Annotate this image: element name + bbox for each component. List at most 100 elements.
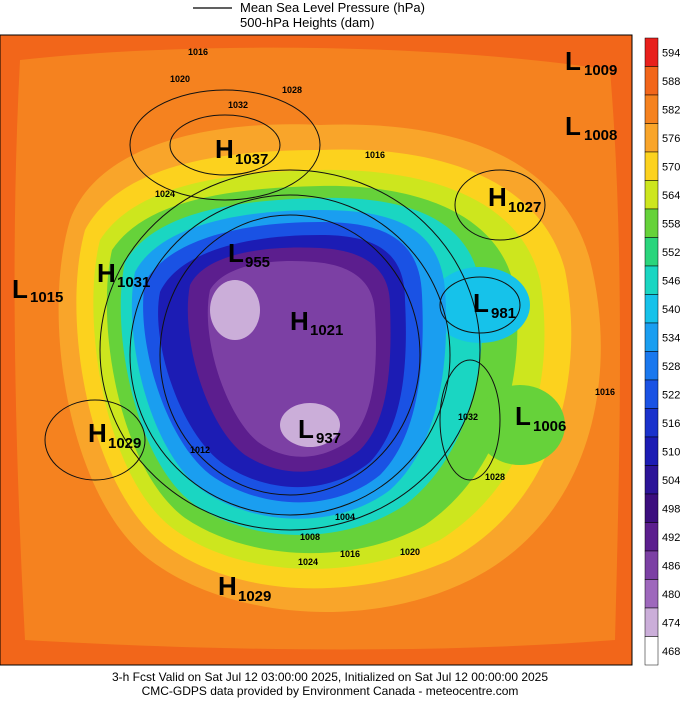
center-letter: L [515, 401, 531, 431]
colorbar-swatch [644, 237, 659, 267]
colorbar-swatch [644, 151, 659, 181]
center-letter: L [228, 238, 244, 268]
colorbar-label: 468 [662, 646, 680, 658]
contour-label: 1016 [595, 387, 615, 397]
colorbar-label: 564 [662, 190, 680, 202]
isobar [99, 169, 481, 531]
colorbar-swatch [644, 294, 659, 324]
colorbar-label: 504 [662, 475, 680, 487]
footer-line: CMC-GDPS data provided by Environment Ca… [142, 684, 519, 698]
colorbar: 594 588 582 576 570 564 558 552 546 540 534 528 522 5… [644, 37, 680, 666]
legend-pressure: Mean Sea Level Pressure (hPa) [240, 0, 425, 15]
colorbar-swatch [644, 436, 659, 466]
colorbar-swatch [644, 208, 659, 238]
colorbar-swatch [644, 37, 659, 67]
isobar [44, 399, 146, 481]
isobar [129, 89, 321, 201]
contour-label: 1008 [300, 532, 320, 542]
isobar [439, 359, 501, 481]
center-value: 1029 [108, 435, 141, 452]
colorbar-swatch [644, 351, 659, 381]
center-letter: H [290, 306, 309, 336]
isobar [439, 276, 521, 334]
center-letter: H [218, 571, 237, 601]
center-letter: H [88, 418, 107, 448]
colorbar-label: 534 [662, 332, 680, 344]
isobar [129, 194, 451, 516]
colorbar-label: 570 [662, 161, 680, 173]
center-letter: H [97, 258, 116, 288]
center-value: 1031 [117, 274, 150, 291]
colorbar-swatch [644, 379, 659, 409]
contour-label: 1016 [365, 150, 385, 160]
contour-label: 1020 [170, 74, 190, 84]
contour-label: 1020 [400, 547, 420, 557]
center-value: 1029 [238, 588, 271, 605]
isobar [169, 114, 281, 176]
center-value: 981 [491, 305, 516, 322]
colorbar-label: 582 [662, 104, 680, 116]
colorbar-swatch [644, 465, 659, 495]
center-value: 1009 [584, 62, 617, 79]
contour-label: 1024 [155, 189, 175, 199]
colorbar-swatch [644, 550, 659, 580]
colorbar-swatch [644, 522, 659, 552]
field-band [210, 280, 260, 340]
center-value: 1021 [310, 322, 343, 339]
field-band [430, 267, 530, 343]
center-letter: L [12, 274, 28, 304]
contour-label: 1016 [188, 47, 208, 57]
colorbar-label: 510 [662, 446, 680, 458]
contour-label: 1028 [282, 85, 302, 95]
colorbar-label: 552 [662, 247, 680, 259]
center-letter: L [473, 288, 489, 318]
isobars [44, 89, 546, 531]
center-value: 1006 [533, 418, 566, 435]
colorbar-swatch [644, 265, 659, 295]
colorbar-label: 546 [662, 275, 680, 287]
center-value: 1008 [584, 127, 617, 144]
colorbar-label: 528 [662, 361, 680, 373]
center-letter: H [215, 134, 234, 164]
center-value: 937 [316, 430, 341, 447]
colorbar-swatch [644, 180, 659, 210]
contour-label: 1032 [458, 412, 478, 422]
colorbar-swatch [644, 636, 659, 666]
pressure-centers: L 1009 L 1008 H 1037 H 1027 L 955 H 1031 L 1015… [12, 46, 617, 605]
center-value: 1015 [30, 289, 63, 306]
colorbar-label: 480 [662, 589, 680, 601]
colorbar-swatch [644, 94, 659, 124]
isobar [159, 214, 421, 496]
height-field [0, 35, 632, 665]
center-value: 955 [245, 254, 270, 271]
center-letter: L [565, 111, 581, 141]
colorbar-label: 588 [662, 76, 680, 88]
field-band [280, 403, 340, 447]
colorbar-label: 474 [662, 617, 680, 629]
contour-label: 1012 [190, 445, 210, 455]
colorbar-label: 576 [662, 133, 680, 145]
colorbar-swatch [644, 493, 659, 523]
colorbar-label: 516 [662, 418, 680, 430]
contour-labels: 1016 1020 1028 1032 1024 1016 1012 1008 … [155, 47, 615, 567]
colorbar-swatch [644, 66, 659, 96]
colorbar-swatch [644, 322, 659, 352]
colorbar-label: 558 [662, 218, 680, 230]
contour-label: 1016 [340, 549, 360, 559]
colorbar-swatch [644, 579, 659, 609]
colorbar-label: 540 [662, 304, 680, 316]
colorbar-label: 492 [662, 532, 680, 544]
colorbar-label: 486 [662, 560, 680, 572]
center-letter: L [298, 414, 314, 444]
center-value: 1037 [235, 151, 268, 168]
contour-label: 1004 [335, 512, 355, 522]
colorbar-swatch [644, 408, 659, 438]
colorbar-label: 522 [662, 389, 680, 401]
colorbar-swatch [644, 123, 659, 153]
center-letter: H [488, 182, 507, 212]
legend-heights: 500-hPa Heights (dam) [240, 15, 374, 30]
colorbar-label: 594 [662, 47, 680, 59]
colorbar-label: 498 [662, 503, 680, 515]
